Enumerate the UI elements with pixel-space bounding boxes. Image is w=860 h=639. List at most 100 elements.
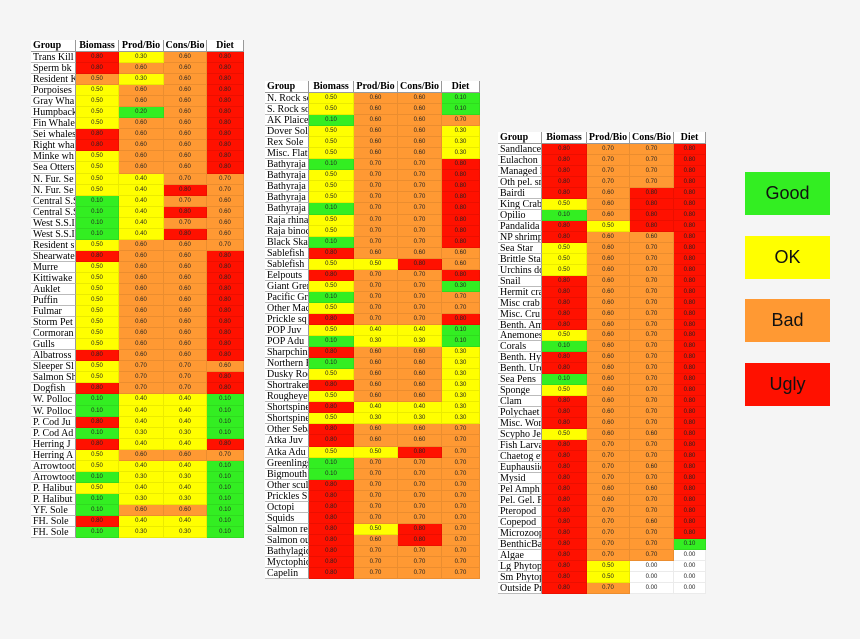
group-name-cell: Atka Adu bbox=[265, 446, 309, 458]
value-cell: 0.60 bbox=[442, 247, 480, 259]
group-name-cell: Octopi bbox=[265, 501, 309, 513]
value-cell: 0.80 bbox=[76, 515, 119, 528]
value-cell: 0.50 bbox=[309, 302, 354, 314]
value-cell: 0.70 bbox=[630, 451, 674, 463]
value-cell: 0.50 bbox=[76, 85, 119, 97]
legend-label: OK bbox=[774, 247, 801, 267]
value-cell: 0.10 bbox=[309, 358, 354, 370]
group-name-cell: Sea Pens bbox=[498, 374, 542, 386]
group-name-cell: Sleeper Sl bbox=[31, 361, 76, 373]
table-row: Rex Sole 0.50 0.60 0.60 0.30 bbox=[265, 137, 480, 149]
group-name-cell: Kittiwake bbox=[31, 272, 76, 284]
value-cell: 0.50 bbox=[76, 361, 119, 373]
value-cell: 0.80 bbox=[674, 462, 706, 474]
value-cell: 0.80 bbox=[542, 571, 587, 583]
value-cell: 0.60 bbox=[398, 369, 442, 381]
value-cell: 0.60 bbox=[630, 484, 674, 495]
value-cell: 0.70 bbox=[398, 479, 442, 491]
table-row: Hermit cra 0.80 0.60 0.70 0.80 bbox=[498, 286, 706, 298]
value-cell: 0.60 bbox=[398, 104, 442, 116]
table-row: West S.S.I 0.10 0.40 0.70 0.60 bbox=[31, 217, 244, 229]
value-cell: 0.80 bbox=[674, 286, 706, 298]
group-name-cell: Shortspine bbox=[265, 402, 309, 414]
table-row: NP shrimp 0.80 0.60 0.60 0.80 bbox=[498, 231, 706, 243]
value-cell: 0.70 bbox=[119, 372, 164, 384]
value-cell: 0.80 bbox=[542, 473, 587, 485]
legend-good: Good bbox=[745, 172, 830, 215]
value-cell: 0.70 bbox=[442, 446, 480, 458]
value-cell: 0.80 bbox=[309, 568, 354, 580]
value-cell: 0.70 bbox=[630, 495, 674, 506]
value-cell: 0.70 bbox=[164, 383, 207, 395]
value-cell: 0.60 bbox=[164, 96, 207, 108]
value-cell: 0.60 bbox=[354, 435, 398, 447]
value-cell: 0.70 bbox=[398, 192, 442, 204]
value-cell: 0.60 bbox=[164, 350, 207, 362]
value-cell: 0.00 bbox=[674, 582, 706, 594]
group-name-cell: Sm Phytop bbox=[498, 571, 542, 583]
group-name-cell: FH. Sole bbox=[31, 527, 76, 539]
table-header: Group Biomass Prod/Bio Cons/Bio Diet bbox=[31, 40, 244, 52]
value-cell: 0.80 bbox=[630, 209, 674, 221]
value-cell: 0.50 bbox=[542, 385, 587, 397]
value-cell: 0.80 bbox=[76, 140, 119, 152]
value-cell: 0.70 bbox=[442, 115, 480, 127]
group-name-cell: Black Skat bbox=[265, 236, 309, 248]
group-name-cell: Other Mac bbox=[265, 302, 309, 314]
table-row: Benth. Am 0.80 0.60 0.70 0.80 bbox=[498, 319, 706, 331]
value-cell: 0.80 bbox=[442, 214, 480, 226]
value-cell: 0.00 bbox=[630, 560, 674, 572]
value-cell: 0.10 bbox=[76, 394, 119, 406]
value-cell: 0.70 bbox=[354, 479, 398, 491]
value-cell: 0.80 bbox=[674, 144, 706, 155]
value-cell: 0.60 bbox=[398, 93, 442, 105]
value-cell: 0.60 bbox=[587, 352, 630, 364]
table-row: Raja binoc 0.50 0.70 0.70 0.80 bbox=[265, 225, 480, 237]
value-cell: 0.80 bbox=[674, 363, 706, 375]
value-cell: 0.30 bbox=[164, 471, 207, 483]
group-name-cell: Arrowtoot bbox=[31, 460, 76, 472]
value-cell: 0.40 bbox=[119, 184, 164, 196]
table-row: Misc. Wor 0.80 0.60 0.70 0.80 bbox=[498, 418, 706, 430]
group-name-cell: Bairdi bbox=[498, 187, 542, 199]
value-cell: 0.40 bbox=[119, 438, 164, 450]
value-cell: 0.30 bbox=[442, 148, 480, 160]
value-cell: 0.70 bbox=[442, 291, 480, 303]
group-name-cell: Sei whales bbox=[31, 129, 76, 141]
value-cell: 0.70 bbox=[630, 297, 674, 309]
table-row: BenthicBa 0.80 0.70 0.70 0.10 bbox=[498, 538, 706, 550]
value-cell: 0.60 bbox=[354, 137, 398, 149]
table-row: P. Halibut 0.50 0.40 0.40 0.10 bbox=[31, 482, 244, 494]
value-cell: 0.60 bbox=[119, 306, 164, 318]
value-cell: 0.80 bbox=[630, 187, 674, 199]
value-cell: 0.80 bbox=[309, 247, 354, 259]
value-cell: 0.80 bbox=[207, 306, 244, 318]
group-name-cell: Herring J bbox=[31, 438, 76, 450]
value-cell: 0.70 bbox=[354, 159, 398, 171]
table-row: Shortraker 0.80 0.60 0.60 0.30 bbox=[265, 380, 480, 392]
group-name-cell: Sablefish bbox=[265, 258, 309, 270]
value-cell: 0.60 bbox=[164, 52, 207, 64]
table-row: Salmon ou 0.80 0.60 0.80 0.70 bbox=[265, 534, 480, 546]
column-header: Prod/Bio bbox=[354, 81, 398, 93]
value-cell: 0.10 bbox=[76, 427, 119, 439]
value-cell: 0.70 bbox=[354, 302, 398, 314]
value-cell: 0.70 bbox=[398, 291, 442, 303]
value-cell: 0.70 bbox=[207, 449, 244, 461]
value-cell: 0.80 bbox=[674, 385, 706, 397]
group-name-cell: W. Polloc bbox=[31, 405, 76, 417]
value-cell: 0.70 bbox=[354, 556, 398, 569]
value-cell: 0.70 bbox=[442, 435, 480, 447]
value-cell: 0.80 bbox=[674, 220, 706, 232]
value-cell: 0.30 bbox=[354, 336, 398, 348]
value-cell: 0.80 bbox=[542, 319, 587, 331]
value-cell: 0.60 bbox=[587, 341, 630, 353]
value-cell: 0.30 bbox=[442, 358, 480, 370]
group-name-cell: Outside Pr bbox=[498, 582, 542, 594]
group-name-cell: Sandlance bbox=[498, 144, 542, 155]
value-cell: 0.80 bbox=[674, 451, 706, 463]
table-row: Central S.S 0.10 0.40 0.80 0.60 bbox=[31, 206, 244, 218]
value-cell: 0.70 bbox=[354, 280, 398, 292]
value-cell: 0.40 bbox=[164, 394, 207, 406]
value-cell: 0.50 bbox=[587, 220, 630, 232]
